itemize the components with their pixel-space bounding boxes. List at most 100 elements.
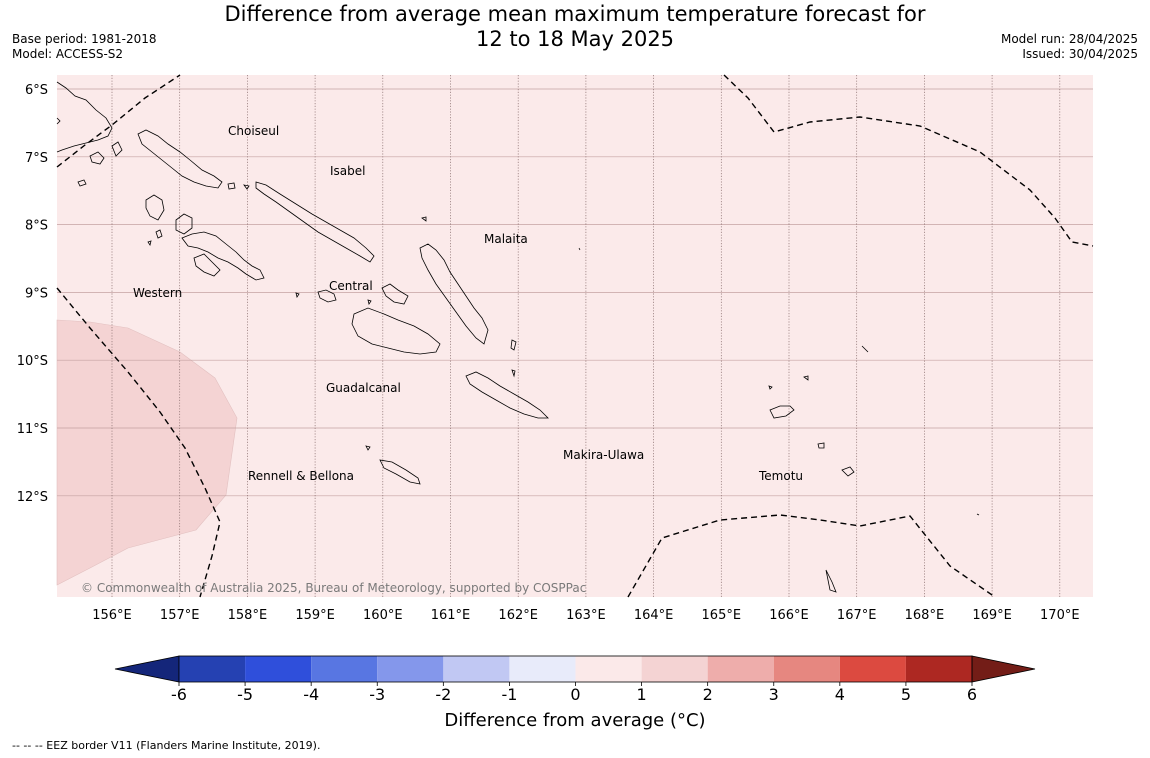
colorbar-segment xyxy=(245,656,312,682)
base-period: Base period: 1981-2018 xyxy=(12,32,157,46)
island-reef-islet xyxy=(768,385,773,390)
colorbar xyxy=(114,655,1036,686)
colorbar-extend-high xyxy=(971,655,1036,683)
warm-anomaly-patch xyxy=(56,319,238,586)
lon-label: 157°E xyxy=(160,608,200,623)
colorbar-tick-label: -6 xyxy=(171,685,187,704)
island-kolombangara xyxy=(175,213,193,235)
lon-label: 165°E xyxy=(702,608,742,623)
graticule xyxy=(57,75,1093,597)
colorbar-segment xyxy=(641,656,708,682)
colorbar-tick-label: -4 xyxy=(303,685,319,704)
colorbar-tick-label: 6 xyxy=(967,685,977,704)
chart-title: Difference from average mean maximum tem… xyxy=(0,2,1150,52)
island-bougainville xyxy=(56,81,113,153)
lat-label: 12°S xyxy=(17,490,48,505)
island-guadalcanal xyxy=(351,307,441,355)
lon-label: 156°E xyxy=(92,608,132,623)
copyright-notice: © Commonwealth of Australia 2025, Bureau… xyxy=(81,581,586,595)
longitude-labels: 156°E 157°E 158°E 159°E 160°E 161°E 162°E 163°E… xyxy=(92,608,1079,623)
island-vanikoro xyxy=(841,466,855,477)
colorbar-tick-label: 1 xyxy=(636,685,646,704)
colorbar-tick-labels: -6 -5 -4 -3 -2 -1 0 1 2 3 4 5 6 xyxy=(171,685,977,704)
lat-label: 7°S xyxy=(25,151,48,166)
island-isabel xyxy=(255,181,375,263)
title-line-2: 12 to 18 May 2025 xyxy=(475,27,675,51)
region-label-rennell-bellona: Rennell & Bellona xyxy=(248,469,354,483)
island-islet-c xyxy=(511,369,516,378)
region-label-temotu: Temotu xyxy=(758,469,803,483)
island-choiseul xyxy=(137,129,223,189)
colorbar-extend-low xyxy=(114,655,180,683)
colorbar-segment xyxy=(905,656,972,682)
lon-label: 163°E xyxy=(566,608,606,623)
colorbar-segment xyxy=(575,656,642,682)
island-bellona xyxy=(365,445,371,451)
island-anuta xyxy=(825,569,837,593)
colorbar-segment xyxy=(377,656,444,682)
colorbar-segment xyxy=(773,656,840,682)
lon-label: 166°E xyxy=(769,608,809,623)
colorbar-segment xyxy=(839,656,906,682)
lon-label: 162°E xyxy=(498,608,538,623)
island-russell xyxy=(317,289,337,303)
map-background xyxy=(57,75,1093,597)
lon-label: 170°E xyxy=(1040,608,1080,623)
island-fauro xyxy=(89,151,105,165)
region-label-isabel: Isabel xyxy=(330,164,365,178)
colorbar-title: Difference from average (°C) xyxy=(444,710,706,731)
colorbar-tick-label: -5 xyxy=(237,685,253,704)
eez-footnote: -- -- -- EEZ border V11 (Flanders Marine… xyxy=(12,739,321,752)
island-nendo xyxy=(769,405,795,419)
lon-label: 161°E xyxy=(431,608,471,623)
region-label-choiseul: Choiseul xyxy=(228,124,279,138)
colorbar-tick-label: 0 xyxy=(570,685,580,704)
island-islet-a xyxy=(243,184,250,190)
island-sikaiana xyxy=(578,247,581,251)
lon-label: 169°E xyxy=(972,608,1012,623)
meta-left: Base period: 1981-2018 Model: ACCESS-S2 xyxy=(12,32,157,62)
lon-label: 164°E xyxy=(634,608,674,623)
island-rennell xyxy=(379,459,421,485)
island-ranongga xyxy=(155,229,163,239)
colorbar-tick-label: -1 xyxy=(501,685,517,704)
island-tikopia-n xyxy=(861,345,869,353)
colorbar-segment xyxy=(509,656,576,682)
island-nggela xyxy=(381,283,409,305)
model-run: Model run: 28/04/2025 xyxy=(1000,32,1138,46)
lat-label: 9°S xyxy=(25,286,48,301)
meta-right: Model run: 28/04/2025 Issued: 30/04/2025 xyxy=(1001,32,1138,62)
lat-label: 8°S xyxy=(25,219,48,234)
island-makira xyxy=(465,371,549,419)
island-nw-islet xyxy=(111,141,123,157)
island-small-w xyxy=(77,179,87,187)
colorbar-segment xyxy=(707,656,774,682)
lat-label: 6°S xyxy=(25,83,48,98)
lat-label: 10°S xyxy=(17,354,48,369)
region-label-western: Western xyxy=(133,286,182,300)
model-name: Model: ACCESS-S2 xyxy=(12,47,124,61)
island-utupua xyxy=(817,442,825,449)
region-label-central: Central xyxy=(329,279,373,293)
region-labels: Choiseul Isabel Malaita Western Central … xyxy=(133,124,803,483)
colorbar-tick-label: 2 xyxy=(703,685,713,704)
colorbar-tick-label: -2 xyxy=(435,685,451,704)
island-islet-b xyxy=(295,292,300,298)
colorbar-tick-label: 5 xyxy=(901,685,911,704)
colorbar-tick-label: 4 xyxy=(835,685,845,704)
latitude-labels: 6°S 7°S 8°S 9°S 10°S 11°S 12°S xyxy=(17,83,48,505)
island-duff xyxy=(803,375,809,381)
eez-border-north-west xyxy=(56,74,181,168)
lon-label: 158°E xyxy=(228,608,268,623)
colorbar-segment xyxy=(311,656,378,682)
island-ulawa xyxy=(510,339,517,351)
island-fataka xyxy=(976,513,980,516)
lon-label: 159°E xyxy=(295,608,335,623)
islands xyxy=(56,81,980,593)
colorbar-segment xyxy=(179,656,246,682)
title-line-1: Difference from average mean maximum tem… xyxy=(224,2,926,26)
lat-label: 11°S xyxy=(17,422,48,437)
island-savo xyxy=(367,299,372,305)
island-vella-lavella xyxy=(145,194,165,221)
